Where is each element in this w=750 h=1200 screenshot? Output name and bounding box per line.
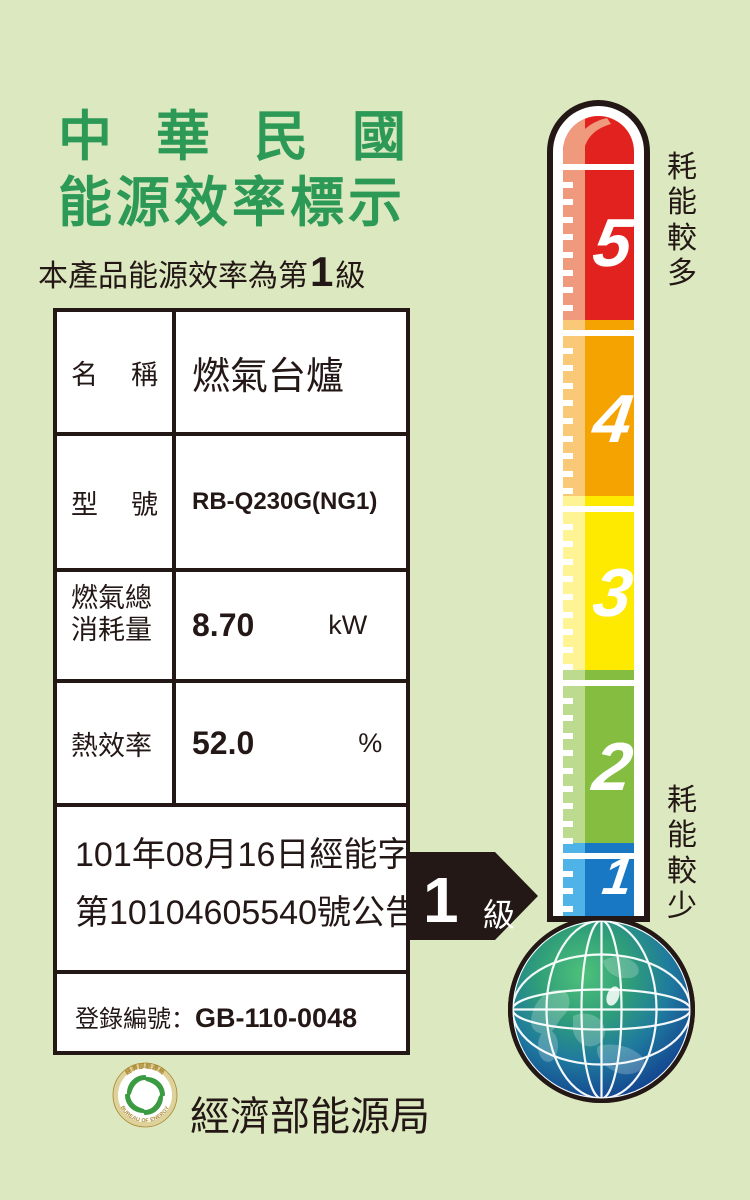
svg-text:1: 1 xyxy=(423,864,459,936)
